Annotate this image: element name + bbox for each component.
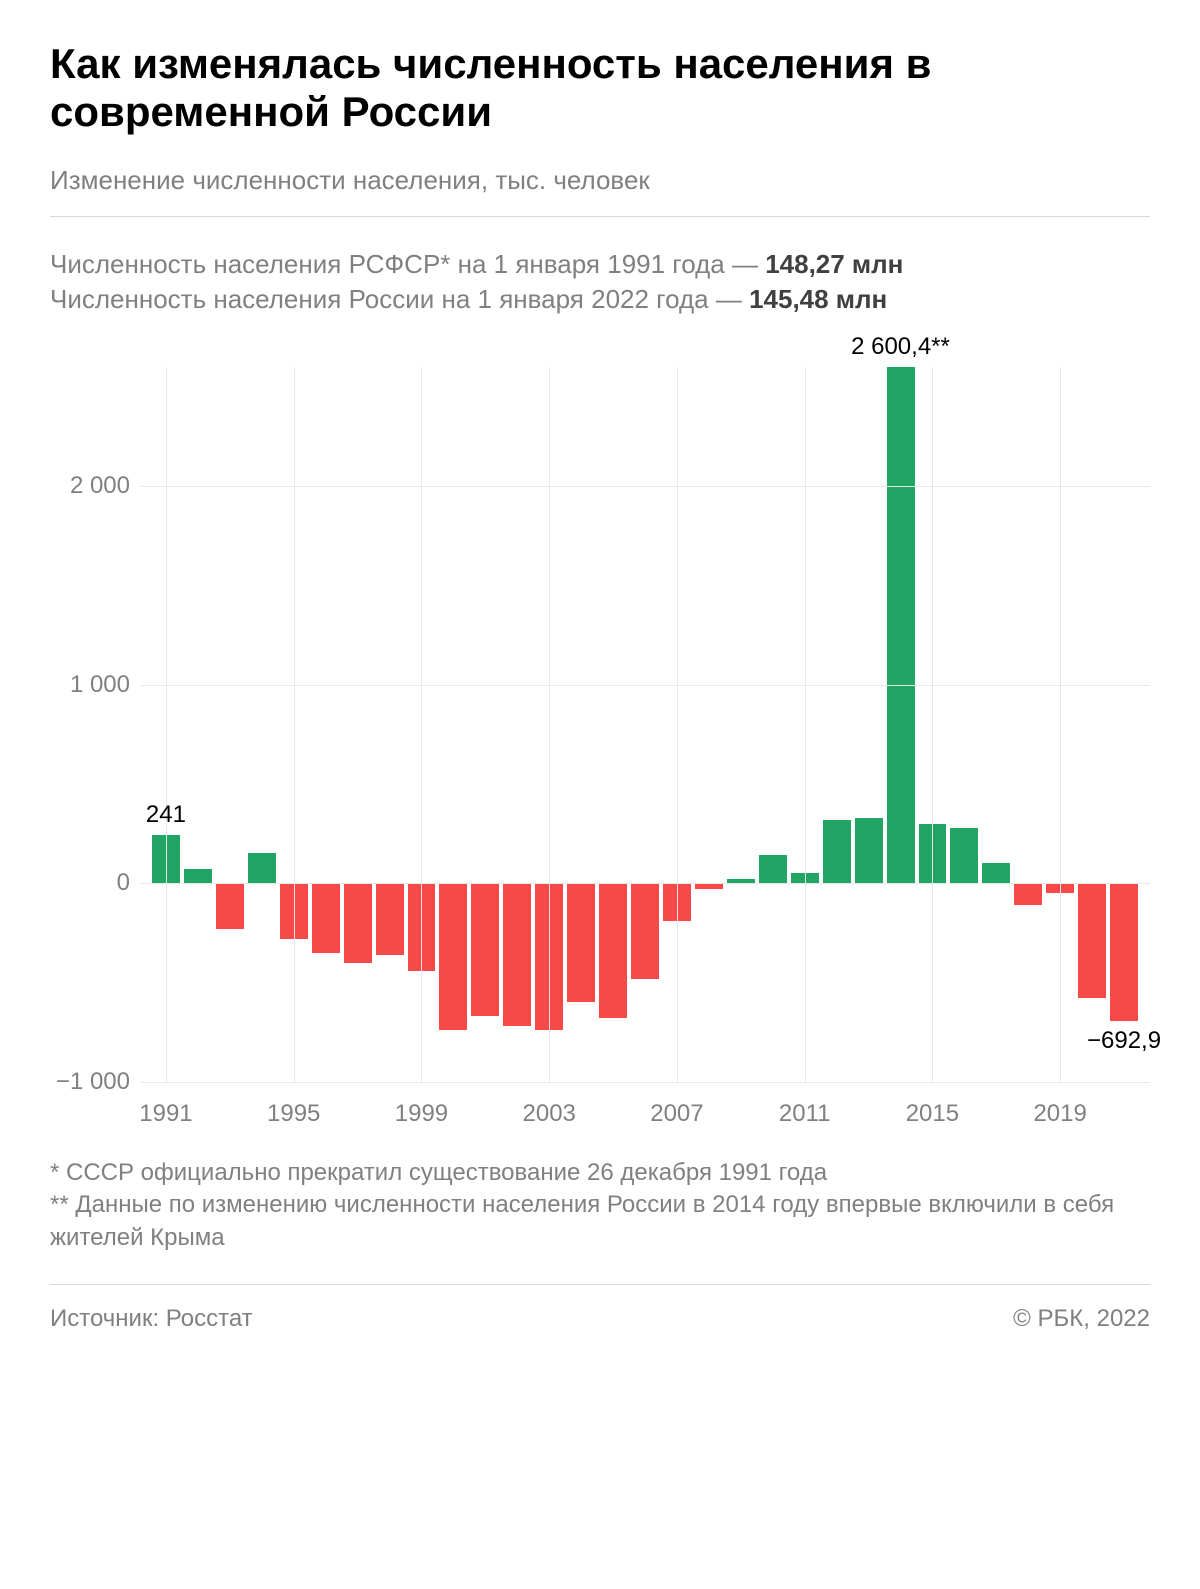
gridline-vertical [294, 367, 295, 1082]
bar [471, 883, 499, 1016]
bar-slot [469, 367, 501, 1082]
bar-slot [948, 367, 980, 1082]
bar-data-label: 2 600,4** [851, 333, 950, 361]
bar-slot [437, 367, 469, 1082]
bar [503, 883, 531, 1026]
copyright-label: © РБК, 2022 [1013, 1305, 1150, 1333]
x-axis-tick-label: 1991 [139, 1100, 192, 1128]
bar [950, 828, 978, 884]
chart-subtitle: Изменение численности населения, тыс. че… [50, 165, 1150, 196]
bar-slot [565, 367, 597, 1082]
bar [1110, 883, 1138, 1021]
bar-slot [629, 367, 661, 1082]
gridline-vertical [549, 367, 550, 1082]
bar [344, 883, 372, 962]
bar [216, 883, 244, 929]
y-axis-tick-label: −1 000 [56, 1068, 130, 1096]
bar [599, 883, 627, 1018]
bar-slot [821, 367, 853, 1082]
bar [184, 869, 212, 883]
x-axis-tick-label: 2007 [650, 1100, 703, 1128]
bar [1078, 883, 1106, 998]
bar-slot [501, 367, 533, 1082]
x-axis-tick-label: 2011 [779, 1100, 831, 1128]
bar [376, 883, 404, 954]
bar-slot [374, 367, 406, 1082]
x-axis-tick-label: 1995 [267, 1100, 320, 1128]
bar-slot [1108, 367, 1140, 1082]
bar [312, 883, 340, 953]
x-axis-tick-label: 2015 [906, 1100, 959, 1128]
info-line: Численность населения России на 1 января… [50, 282, 1150, 317]
gridline-vertical [166, 367, 167, 1082]
gridline-vertical [1060, 367, 1061, 1082]
bar [248, 853, 276, 883]
bar-slot [310, 367, 342, 1082]
bar-slot [342, 367, 374, 1082]
info-block: Численность населения РСФСР* на 1 января… [50, 247, 1150, 317]
bar [982, 863, 1010, 883]
gridline-vertical [805, 367, 806, 1082]
bar [631, 883, 659, 978]
source-label: Источник: Росстат [50, 1305, 253, 1333]
gridline-vertical [421, 367, 422, 1082]
gridline-horizontal [140, 486, 1150, 487]
x-axis-tick-label: 1999 [395, 1100, 448, 1128]
info-value: 145,48 млн [749, 284, 887, 314]
bar-slot [853, 367, 885, 1082]
divider-bottom [50, 1284, 1150, 1285]
bar-slot [246, 367, 278, 1082]
info-text: Численность населения России на 1 января… [50, 284, 749, 314]
divider-top [50, 216, 1150, 217]
info-line: Численность населения РСФСР* на 1 января… [50, 247, 1150, 282]
bar [887, 367, 915, 883]
bar [439, 883, 467, 1030]
footnote-line: ** Данные по изменению численности насел… [50, 1189, 1150, 1254]
bar-slot [182, 367, 214, 1082]
footer: Источник: Росстат © РБК, 2022 [50, 1305, 1150, 1333]
chart-container: Как изменялась численность населения в с… [0, 0, 1200, 1363]
x-axis-tick-label: 2019 [1033, 1100, 1086, 1128]
footnotes: * СССР официально прекратил существовани… [50, 1157, 1150, 1254]
chart-title: Как изменялась численность населения в с… [50, 40, 1150, 137]
footnote-line: * СССР официально прекратил существовани… [50, 1157, 1150, 1189]
bar-slot [214, 367, 246, 1082]
bar-slot [885, 367, 917, 1082]
gridline-horizontal [140, 883, 1150, 884]
bar [759, 855, 787, 883]
bar-slot [725, 367, 757, 1082]
info-text: Численность населения РСФСР* на 1 января… [50, 249, 765, 279]
y-axis-tick-label: 2 000 [70, 472, 130, 500]
gridline-vertical [932, 367, 933, 1082]
gridline-horizontal [140, 1082, 1150, 1083]
bar-slot [1076, 367, 1108, 1082]
bar-slot [980, 367, 1012, 1082]
bar-data-label: 241 [146, 801, 186, 829]
bar-slot [1012, 367, 1044, 1082]
chart-plot: −1 000 0 1 000 2 000 1991 1995 1999 2003 2007 201… [50, 367, 1150, 1147]
bar-slot [693, 367, 725, 1082]
bar-slot [757, 367, 789, 1082]
bar-data-label: −692,9 [1087, 1027, 1161, 1055]
gridline-horizontal [140, 685, 1150, 686]
bar [1014, 883, 1042, 905]
bar [567, 883, 595, 1002]
bar [855, 818, 883, 884]
bar [823, 820, 851, 884]
bar-slot [597, 367, 629, 1082]
info-value: 148,27 млн [765, 249, 903, 279]
y-axis-tick-label: 0 [117, 869, 130, 897]
x-axis-tick-label: 2003 [522, 1100, 575, 1128]
y-axis-tick-label: 1 000 [70, 671, 130, 699]
gridline-vertical [677, 367, 678, 1082]
